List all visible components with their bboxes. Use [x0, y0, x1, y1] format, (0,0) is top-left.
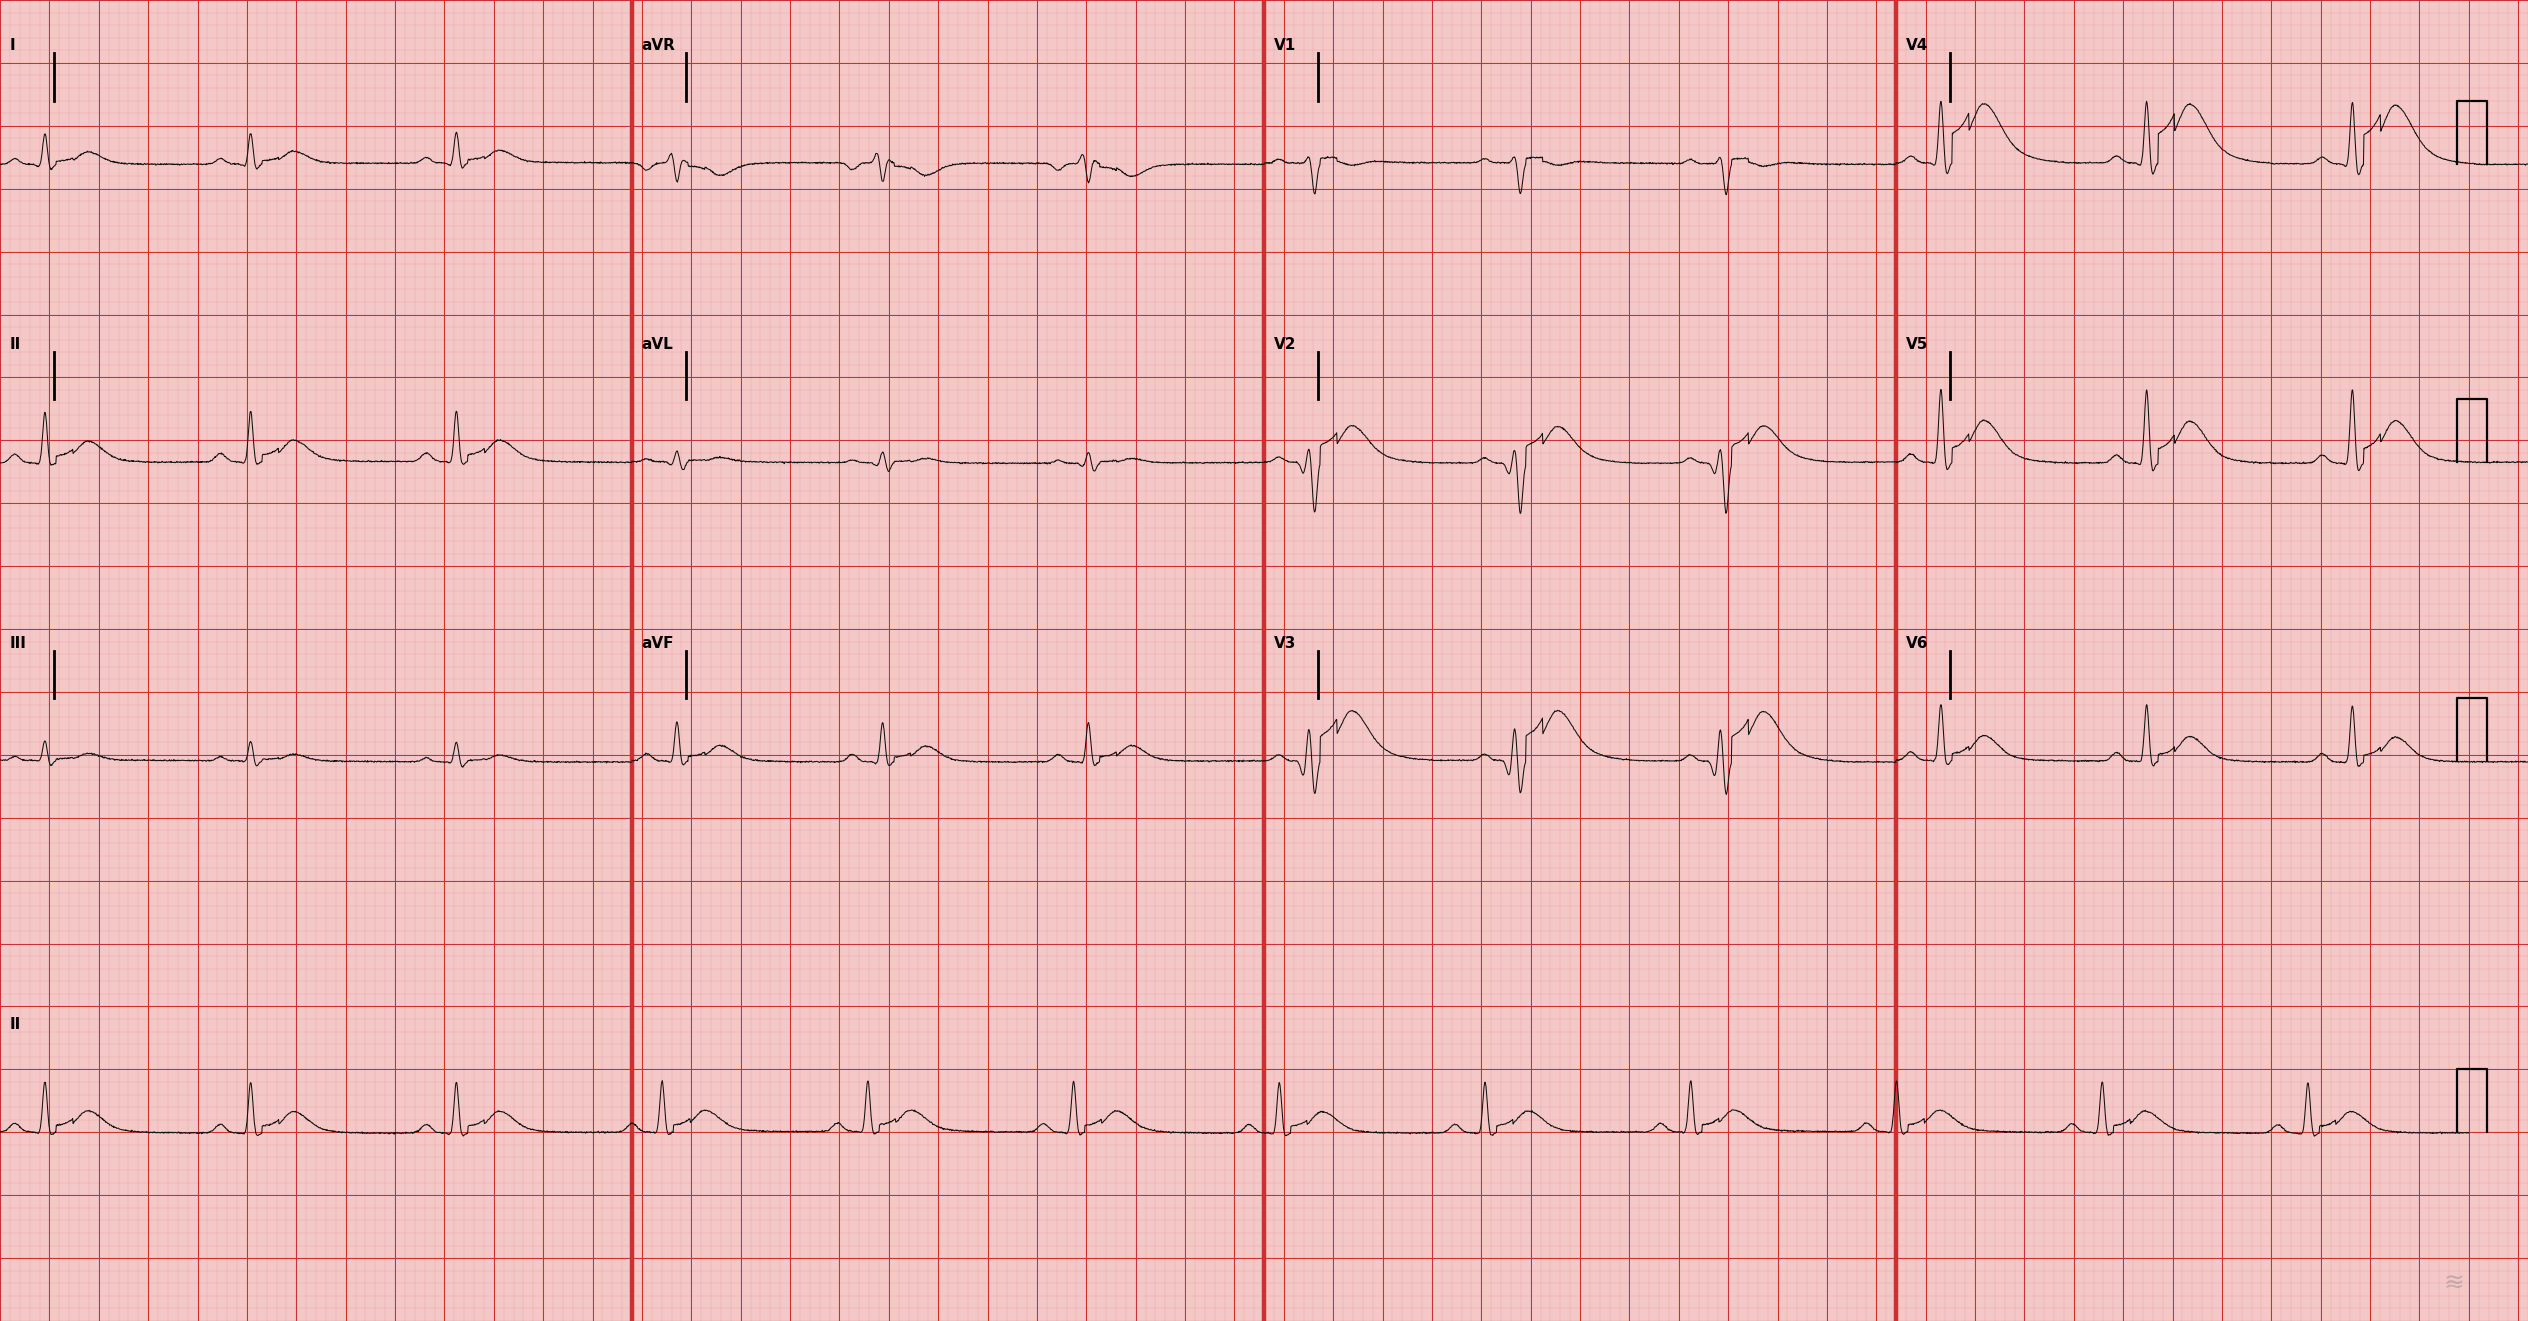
Text: II: II [10, 337, 20, 353]
Text: V3: V3 [1274, 637, 1297, 651]
Text: I: I [10, 38, 15, 53]
Text: II: II [10, 1017, 20, 1032]
Text: V2: V2 [1274, 337, 1297, 353]
Text: aVR: aVR [642, 38, 675, 53]
Text: III: III [10, 637, 28, 651]
Text: V6: V6 [1906, 637, 1929, 651]
Text: V5: V5 [1906, 337, 1929, 353]
Text: V4: V4 [1906, 38, 1929, 53]
Text: aVL: aVL [642, 337, 672, 353]
Text: aVF: aVF [642, 637, 675, 651]
Text: ≋: ≋ [2445, 1272, 2465, 1296]
Text: V1: V1 [1274, 38, 1297, 53]
